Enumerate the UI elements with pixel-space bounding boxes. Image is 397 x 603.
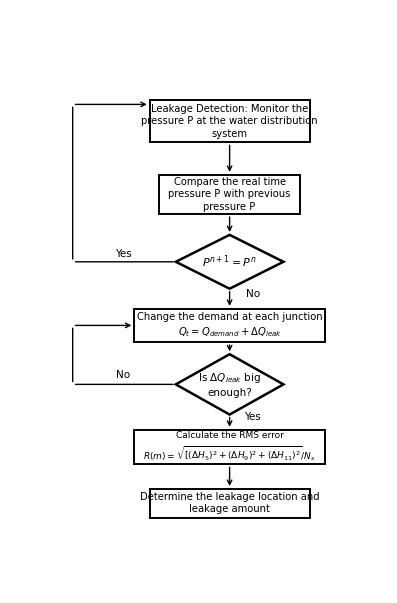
FancyBboxPatch shape	[159, 175, 301, 214]
FancyBboxPatch shape	[150, 489, 310, 517]
Text: Leakage Detection: Monitor the
pressure P at the water distribution
system: Leakage Detection: Monitor the pressure …	[141, 104, 318, 139]
Polygon shape	[176, 354, 283, 414]
Text: Yes: Yes	[244, 412, 261, 422]
Polygon shape	[176, 235, 283, 289]
Text: Determine the leakage location and
leakage amount: Determine the leakage location and leaka…	[140, 492, 320, 514]
FancyBboxPatch shape	[150, 99, 310, 142]
FancyBboxPatch shape	[134, 430, 325, 464]
Text: Change the demand at each junction
$Q_t = Q_{demand} + \Delta Q_{leak}$: Change the demand at each junction $Q_t …	[137, 312, 322, 339]
Text: Is $\Delta Q_{leak}$ big
enough?: Is $\Delta Q_{leak}$ big enough?	[198, 371, 261, 397]
Text: No: No	[246, 289, 260, 299]
FancyBboxPatch shape	[134, 309, 325, 342]
Text: Yes: Yes	[115, 250, 132, 259]
Text: $P^{n+1} = P^{n}$: $P^{n+1} = P^{n}$	[202, 253, 257, 270]
Text: No: No	[116, 370, 131, 380]
Text: Compare the real time
pressure P with previous
pressure P: Compare the real time pressure P with pr…	[168, 177, 291, 212]
Text: Calculate the RMS error
$R(m) = \sqrt{[(\Delta H_5)^2 + (\Delta H_9)^2 + (\Delta: Calculate the RMS error $R(m) = \sqrt{[(…	[143, 431, 316, 463]
